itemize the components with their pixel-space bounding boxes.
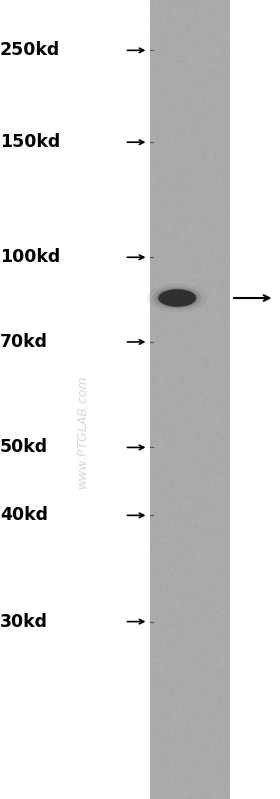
Ellipse shape <box>158 289 196 307</box>
Text: 250kd: 250kd <box>0 42 60 59</box>
Ellipse shape <box>153 287 202 309</box>
Text: 40kd: 40kd <box>0 507 48 524</box>
Ellipse shape <box>157 288 198 308</box>
Bar <box>150 0 230 799</box>
Text: 150kd: 150kd <box>0 133 60 151</box>
Ellipse shape <box>147 284 207 312</box>
Text: www.PTGLAB.com: www.PTGLAB.com <box>76 375 89 488</box>
Text: 30kd: 30kd <box>0 613 48 630</box>
Text: 50kd: 50kd <box>0 439 48 456</box>
Text: 100kd: 100kd <box>0 248 60 266</box>
Text: 70kd: 70kd <box>0 333 48 351</box>
